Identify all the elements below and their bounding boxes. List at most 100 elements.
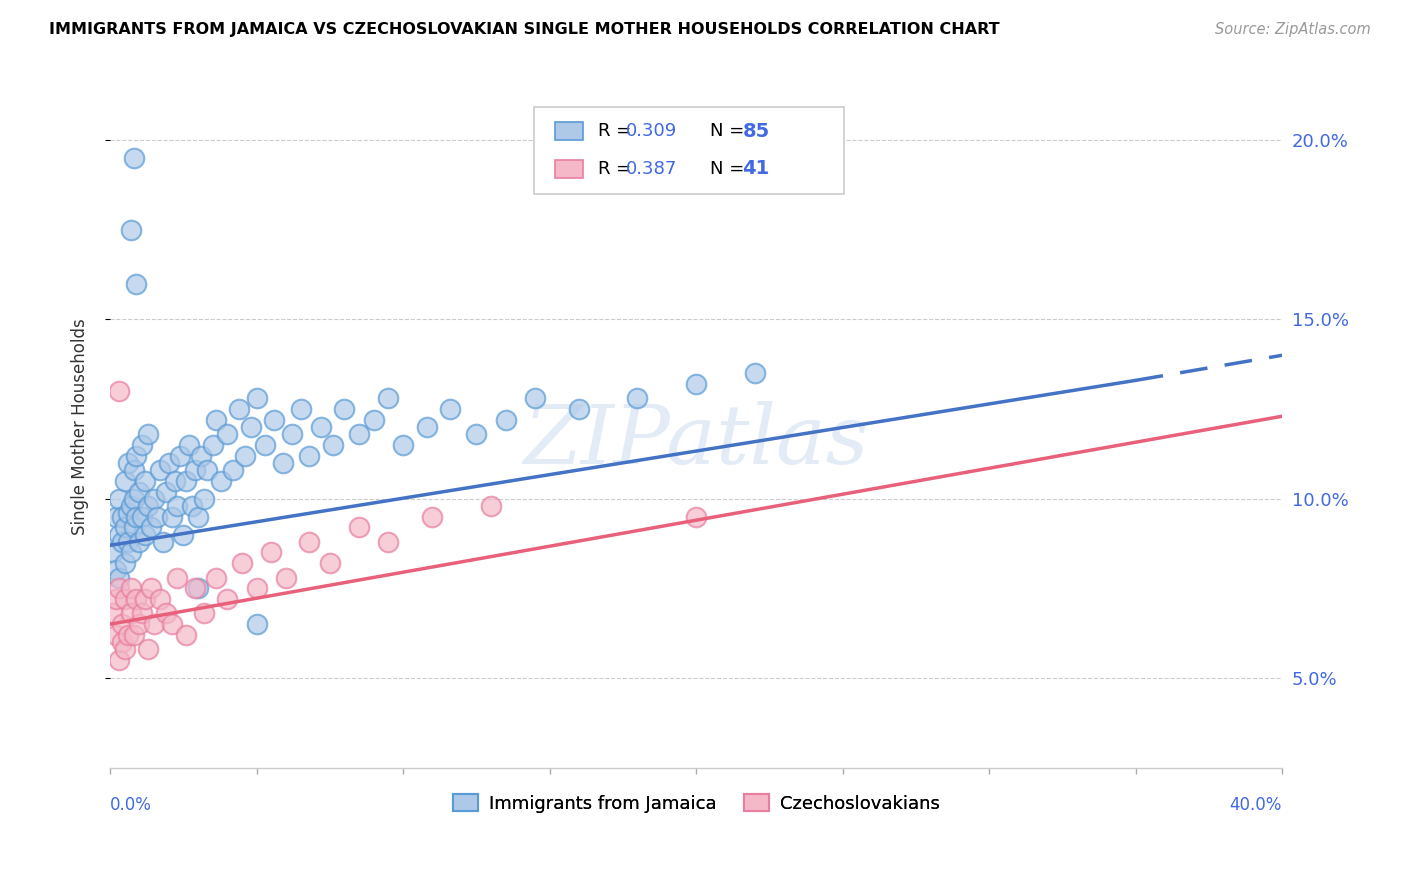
Point xyxy=(187,582,209,596)
Point xyxy=(263,413,285,427)
Text: 41: 41 xyxy=(742,159,769,178)
Point xyxy=(209,474,232,488)
Point xyxy=(309,420,332,434)
Text: 0.0%: 0.0% xyxy=(110,797,152,814)
Point xyxy=(166,499,188,513)
Point xyxy=(131,509,153,524)
Point xyxy=(319,556,342,570)
Point xyxy=(190,449,212,463)
Point xyxy=(122,491,145,506)
Point xyxy=(239,420,262,434)
Point xyxy=(222,463,245,477)
Point xyxy=(163,474,186,488)
Point xyxy=(149,592,172,607)
Point xyxy=(347,520,370,534)
Point xyxy=(626,392,648,406)
Point xyxy=(201,438,224,452)
Point xyxy=(392,438,415,452)
Point xyxy=(260,545,283,559)
Point xyxy=(125,592,148,607)
Point xyxy=(152,534,174,549)
Point xyxy=(245,392,267,406)
Point xyxy=(155,607,177,621)
Point xyxy=(298,534,321,549)
Point xyxy=(117,456,139,470)
Y-axis label: Single Mother Households: Single Mother Households xyxy=(72,318,89,535)
Point xyxy=(415,420,437,434)
Point xyxy=(108,384,131,399)
Point xyxy=(117,534,139,549)
Point xyxy=(347,427,370,442)
Text: ZIPatlas: ZIPatlas xyxy=(523,401,869,481)
Point xyxy=(271,456,294,470)
Point xyxy=(108,527,131,541)
Point xyxy=(322,438,344,452)
Text: 0.309: 0.309 xyxy=(626,122,676,140)
Point xyxy=(193,491,215,506)
Legend: Immigrants from Jamaica, Czechoslovakians: Immigrants from Jamaica, Czechoslovakian… xyxy=(446,787,946,820)
Point xyxy=(125,509,148,524)
Text: R =: R = xyxy=(598,160,637,178)
Point xyxy=(108,582,131,596)
Point xyxy=(117,506,139,520)
Point xyxy=(333,402,356,417)
Text: N =: N = xyxy=(710,122,749,140)
Point xyxy=(184,582,207,596)
Point xyxy=(104,628,127,642)
Point xyxy=(101,607,124,621)
Point xyxy=(155,484,177,499)
Point xyxy=(377,392,399,406)
Point xyxy=(122,520,145,534)
Text: 85: 85 xyxy=(742,121,769,141)
Point xyxy=(523,392,546,406)
Point xyxy=(117,628,139,642)
Point xyxy=(122,151,145,165)
Point xyxy=(685,509,707,524)
Point xyxy=(204,571,226,585)
Point xyxy=(114,520,136,534)
Point xyxy=(280,427,302,442)
Point xyxy=(120,607,142,621)
Text: 0.387: 0.387 xyxy=(626,160,678,178)
Point xyxy=(114,592,136,607)
Point xyxy=(160,509,183,524)
Point xyxy=(204,413,226,427)
Point xyxy=(120,582,142,596)
Point xyxy=(231,556,253,570)
Text: IMMIGRANTS FROM JAMAICA VS CZECHOSLOVAKIAN SINGLE MOTHER HOUSEHOLDS CORRELATION : IMMIGRANTS FROM JAMAICA VS CZECHOSLOVAKI… xyxy=(49,22,1000,37)
Point xyxy=(136,427,159,442)
Point xyxy=(111,635,134,649)
Point xyxy=(104,509,127,524)
Point xyxy=(125,449,148,463)
Point xyxy=(114,642,136,657)
Point xyxy=(744,366,766,380)
Point xyxy=(120,223,142,237)
Point xyxy=(108,571,131,585)
Point xyxy=(111,617,134,632)
Point xyxy=(128,534,150,549)
Text: R =: R = xyxy=(598,122,637,140)
Point xyxy=(228,402,250,417)
Point xyxy=(174,628,197,642)
Text: Source: ZipAtlas.com: Source: ZipAtlas.com xyxy=(1215,22,1371,37)
Point xyxy=(136,499,159,513)
Point xyxy=(134,592,156,607)
Point xyxy=(187,509,209,524)
Point xyxy=(245,617,267,632)
Point xyxy=(290,402,312,417)
Point xyxy=(134,527,156,541)
Point xyxy=(128,617,150,632)
Point xyxy=(122,463,145,477)
Point xyxy=(169,449,191,463)
Text: N =: N = xyxy=(710,160,749,178)
Point xyxy=(439,402,461,417)
Point xyxy=(685,376,707,391)
Point xyxy=(122,628,145,642)
Point xyxy=(217,427,239,442)
Point xyxy=(131,607,153,621)
Point xyxy=(143,491,166,506)
Point xyxy=(184,463,207,477)
Point xyxy=(101,545,124,559)
Point xyxy=(104,563,127,577)
Point xyxy=(363,413,385,427)
